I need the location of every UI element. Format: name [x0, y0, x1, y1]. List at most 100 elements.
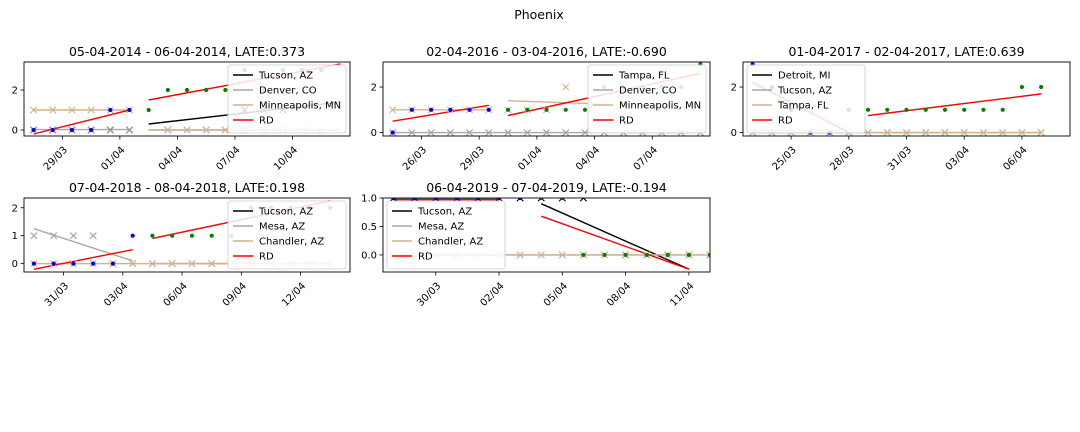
point-ctrl2 — [922, 128, 930, 136]
legend-label: Tampa, FL — [777, 101, 829, 112]
point-ctrl1 — [446, 128, 454, 136]
point-ctrl2 — [706, 251, 710, 259]
point-main — [411, 198, 419, 202]
point-ctrl1 — [523, 128, 531, 136]
point-ctrl2 — [1037, 128, 1045, 136]
point-ctrl2 — [941, 128, 949, 136]
y-tick-label: 1 — [12, 231, 18, 242]
point-main — [558, 198, 566, 202]
point-post — [582, 107, 588, 112]
legend-label: RD — [418, 252, 433, 263]
point-post — [1019, 84, 1025, 90]
point-main — [453, 198, 461, 202]
legend-label: Tampa, FL — [618, 71, 670, 82]
subplot-title: 07-04-2018 - 08-04-2018, LATE:0.198 — [69, 180, 305, 195]
legend-label: Mesa, AZ — [418, 222, 464, 233]
point-pre — [127, 107, 132, 113]
legend-box — [746, 64, 866, 134]
subplot-title: 05-04-2014 - 06-04-2014, LATE:0.373 — [69, 44, 305, 59]
point-pre — [89, 127, 94, 133]
point-post — [525, 107, 530, 112]
axes-frame — [382, 61, 711, 137]
point-post — [707, 252, 710, 258]
point-ctrl2 — [389, 106, 397, 114]
point-ctrl2 — [68, 106, 76, 114]
y-tick-label: 2 — [12, 86, 18, 97]
point-ctrl2 — [979, 128, 988, 136]
point-main — [537, 198, 545, 202]
legend-box — [227, 64, 347, 134]
point-ctrl1 — [30, 232, 38, 240]
point-ctrl1 — [408, 128, 416, 136]
point-ctrl2 — [999, 128, 1007, 136]
legend-label: Tucson, AZ — [258, 71, 313, 82]
point-ctrl1 — [89, 232, 97, 240]
point-ctrl2 — [558, 251, 566, 259]
legend-label: RD — [778, 116, 793, 127]
point-post — [865, 107, 871, 112]
axes-frame — [23, 61, 351, 137]
point-post — [665, 252, 670, 258]
point-post — [170, 233, 175, 238]
point-post — [962, 107, 967, 112]
legend-label: Tucson, AZ — [258, 207, 313, 218]
legend: Tucson, AZ Denver, CO Minneapolis, MN RD — [227, 64, 347, 134]
legend-box — [227, 200, 347, 270]
point-post — [150, 233, 155, 238]
legend-box — [587, 64, 707, 134]
legend-label: Detroit, MI — [778, 71, 830, 82]
point-ctrl2 — [883, 128, 891, 136]
point-ctrl2 — [960, 128, 968, 136]
plot-area — [389, 198, 710, 270]
subplot-title: 02-04-2016 - 03-04-2016, LATE:-0.690 — [426, 44, 667, 59]
point-ctrl1 — [69, 232, 77, 240]
point-post — [505, 107, 511, 112]
legend-label: Tucson, AZ — [777, 86, 832, 97]
point-main — [516, 198, 524, 202]
legend: Tucson, AZ Mesa, AZ Chandler, AZ RD — [227, 200, 347, 270]
legend: Tucson, AZ Mesa, AZ Chandler, AZ RD — [386, 200, 506, 270]
point-pre — [390, 130, 395, 135]
y-tick-label: 1.0 — [361, 194, 377, 205]
point-pre — [108, 107, 113, 113]
point-post — [223, 87, 228, 93]
point-pre — [91, 261, 96, 266]
point-post — [189, 233, 195, 238]
y-tick-label: 2 — [731, 83, 737, 94]
point-post — [686, 252, 692, 258]
point-pre — [454, 198, 459, 201]
point-ctrl1 — [485, 128, 493, 136]
point-ctrl1 — [465, 128, 474, 136]
point-pre — [412, 198, 417, 201]
series-line-rd-pre — [33, 248, 133, 270]
point-ctrl1 — [504, 128, 512, 136]
point-pre — [496, 198, 502, 201]
point-pre — [467, 107, 472, 112]
series-line-main-post — [540, 203, 690, 270]
y-tick-label: 2 — [12, 203, 18, 214]
point-pre — [110, 261, 116, 266]
point-post — [885, 107, 890, 112]
axes-frame — [382, 197, 711, 273]
point-ctrl2 — [902, 128, 911, 136]
point-post — [184, 87, 190, 93]
point-pre — [31, 261, 36, 266]
point-pre — [409, 107, 414, 112]
legend-box — [386, 200, 506, 270]
point-post — [165, 87, 170, 93]
point-ctrl2 — [516, 251, 524, 259]
point-ctrl1 — [50, 232, 58, 240]
point-ctrl2 — [129, 260, 137, 268]
legend-label: Chandler, AZ — [418, 237, 483, 248]
point-post — [544, 107, 549, 112]
point-ctrl1 — [427, 128, 435, 136]
legend-label: Denver, CO — [259, 86, 317, 97]
legend-label: Minneapolis, MN — [619, 101, 701, 112]
axes-frame — [23, 197, 351, 273]
point-post — [209, 233, 214, 238]
point-ctrl2 — [537, 251, 545, 259]
y-tick-label: 0 — [12, 259, 18, 270]
series-line-ctrl1-pre — [33, 228, 133, 262]
point-pre — [31, 127, 36, 133]
